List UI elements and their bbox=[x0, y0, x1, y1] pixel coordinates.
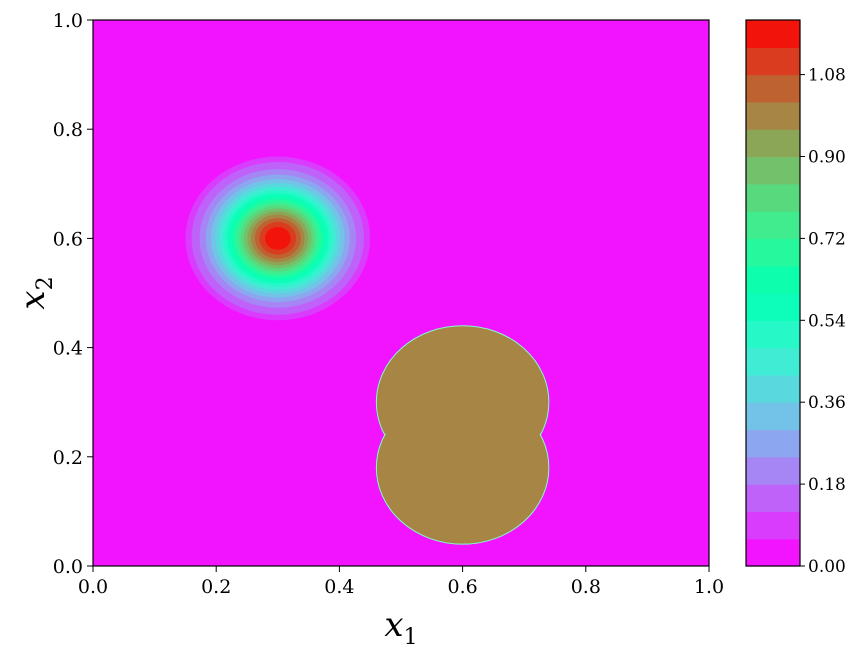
colorbar-band-12 bbox=[746, 238, 800, 267]
plateau-fill-2 bbox=[377, 392, 548, 544]
colorbar-tick-label: 0.36 bbox=[808, 393, 846, 413]
colorbar-band-16 bbox=[746, 129, 800, 158]
y-tick-label: 0.0 bbox=[53, 556, 83, 578]
colorbar-tick-label: 0.90 bbox=[808, 148, 846, 168]
y-axis: 0.0 0.2 0.4 0.6 0.8 1.0 bbox=[53, 10, 93, 578]
y-tick-label: 0.8 bbox=[53, 119, 83, 141]
colorbar-band-1 bbox=[746, 538, 800, 567]
colorbar-tick-label: 0.72 bbox=[808, 229, 846, 249]
colorbar-band-15 bbox=[746, 156, 800, 185]
plot-frame bbox=[92, 19, 710, 567]
colorbar-band-8 bbox=[746, 347, 800, 376]
colorbar-band-18 bbox=[746, 74, 800, 103]
plateau-region bbox=[375, 325, 550, 545]
colorbar-band-6 bbox=[746, 402, 800, 431]
colorbar-axis: 0.00 0.18 0.36 0.54 0.72 0.90 1.08 bbox=[800, 66, 846, 577]
x-axis-label: x1 bbox=[384, 605, 417, 650]
colorbar-band-3 bbox=[746, 484, 800, 512]
colorbar-band-13 bbox=[746, 211, 800, 239]
plot-area bbox=[93, 20, 709, 566]
colorbar-band-9 bbox=[746, 320, 800, 349]
colorbar-band-5 bbox=[746, 429, 800, 458]
colorbar-band-19 bbox=[746, 47, 800, 76]
colorbar-band-17 bbox=[746, 101, 800, 130]
colorbar bbox=[746, 20, 800, 567]
colorbar-tick-label: 0.18 bbox=[808, 475, 846, 495]
colorbar-band-11 bbox=[746, 265, 800, 294]
y-tick-label: 0.4 bbox=[53, 338, 83, 360]
x-tick-label: 0.8 bbox=[571, 576, 601, 598]
y-tick-label: 0.2 bbox=[53, 447, 83, 469]
colorbar-band-7 bbox=[746, 374, 800, 403]
gaussian-hump bbox=[185, 156, 371, 321]
y-axis-label: x2 bbox=[13, 276, 58, 309]
colorbar-band-20 bbox=[746, 20, 800, 48]
colorbar-band-10 bbox=[746, 293, 800, 321]
colorbar-frame bbox=[745, 19, 801, 567]
x-tick-label: 0.0 bbox=[78, 576, 108, 598]
colorbar-band-2 bbox=[746, 511, 800, 540]
colorbar-tick-label: 1.08 bbox=[808, 66, 846, 86]
colorbar-band-14 bbox=[746, 183, 800, 212]
x-tick-label: 0.2 bbox=[201, 576, 231, 598]
colorbar-band-4 bbox=[746, 456, 800, 485]
x-tick-label: 1.0 bbox=[694, 576, 724, 598]
contour-band-19 bbox=[264, 226, 291, 250]
y-tick-label: 0.6 bbox=[53, 228, 83, 250]
x-axis: 0.0 0.2 0.4 0.6 0.8 1.0 bbox=[78, 566, 724, 598]
y-tick-label: 1.0 bbox=[53, 10, 83, 32]
colorbar-tick-label: 0.54 bbox=[808, 311, 846, 331]
x-tick-label: 0.6 bbox=[447, 576, 477, 598]
x-tick-label: 0.4 bbox=[324, 576, 354, 598]
colorbar-tick-label: 0.00 bbox=[808, 557, 846, 577]
